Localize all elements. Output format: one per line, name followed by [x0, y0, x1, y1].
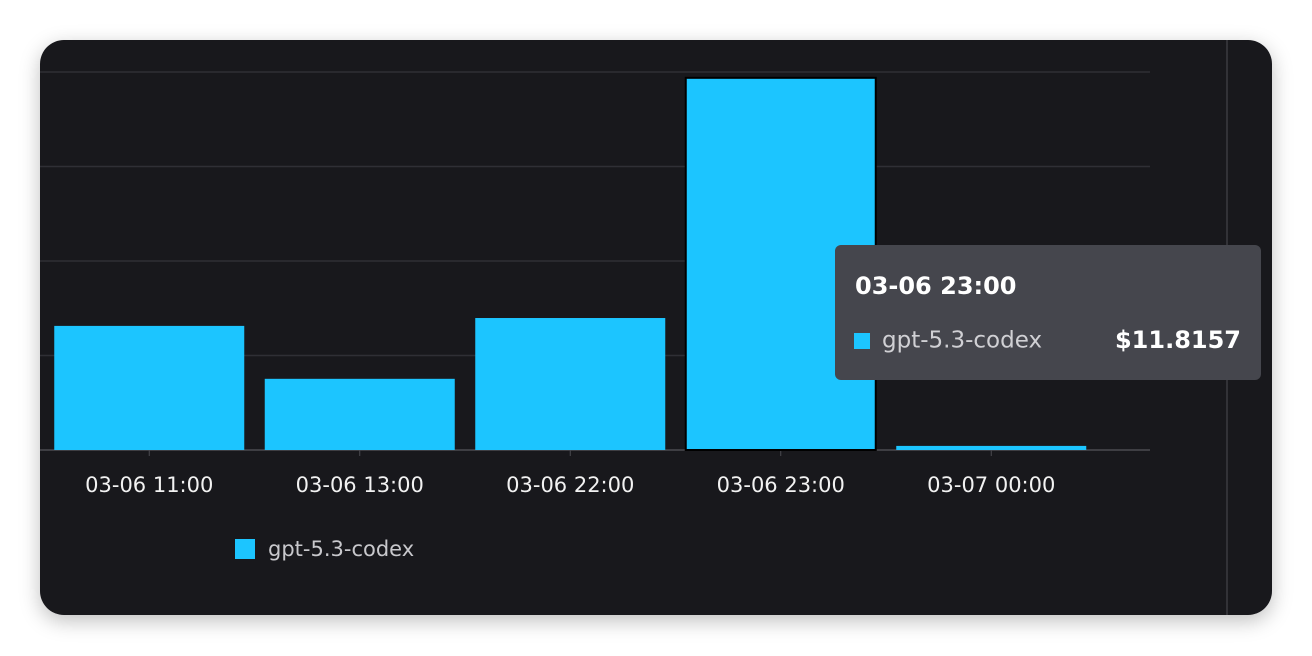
x-tick-label: 03-06 22:00 [506, 473, 634, 497]
x-tick-label: 03-06 23:00 [717, 473, 845, 497]
tooltip-series: gpt-5.3-codex [882, 328, 1042, 354]
x-tick-label: 03-07 00:00 [927, 473, 1055, 497]
x-tick-label: 03-06 11:00 [85, 473, 213, 497]
bar [54, 325, 245, 450]
legend-swatch [235, 539, 255, 559]
tooltip-swatch [854, 333, 870, 349]
bar [896, 445, 1087, 450]
tooltip-value: $11.8157 [1115, 326, 1241, 354]
legend-label: gpt-5.3-codex [268, 537, 414, 561]
tooltip [835, 245, 1261, 380]
tooltip-title: 03-06 23:00 [855, 272, 1017, 300]
bar [264, 378, 455, 450]
bar [475, 318, 666, 450]
x-tick-label: 03-06 13:00 [296, 473, 424, 497]
